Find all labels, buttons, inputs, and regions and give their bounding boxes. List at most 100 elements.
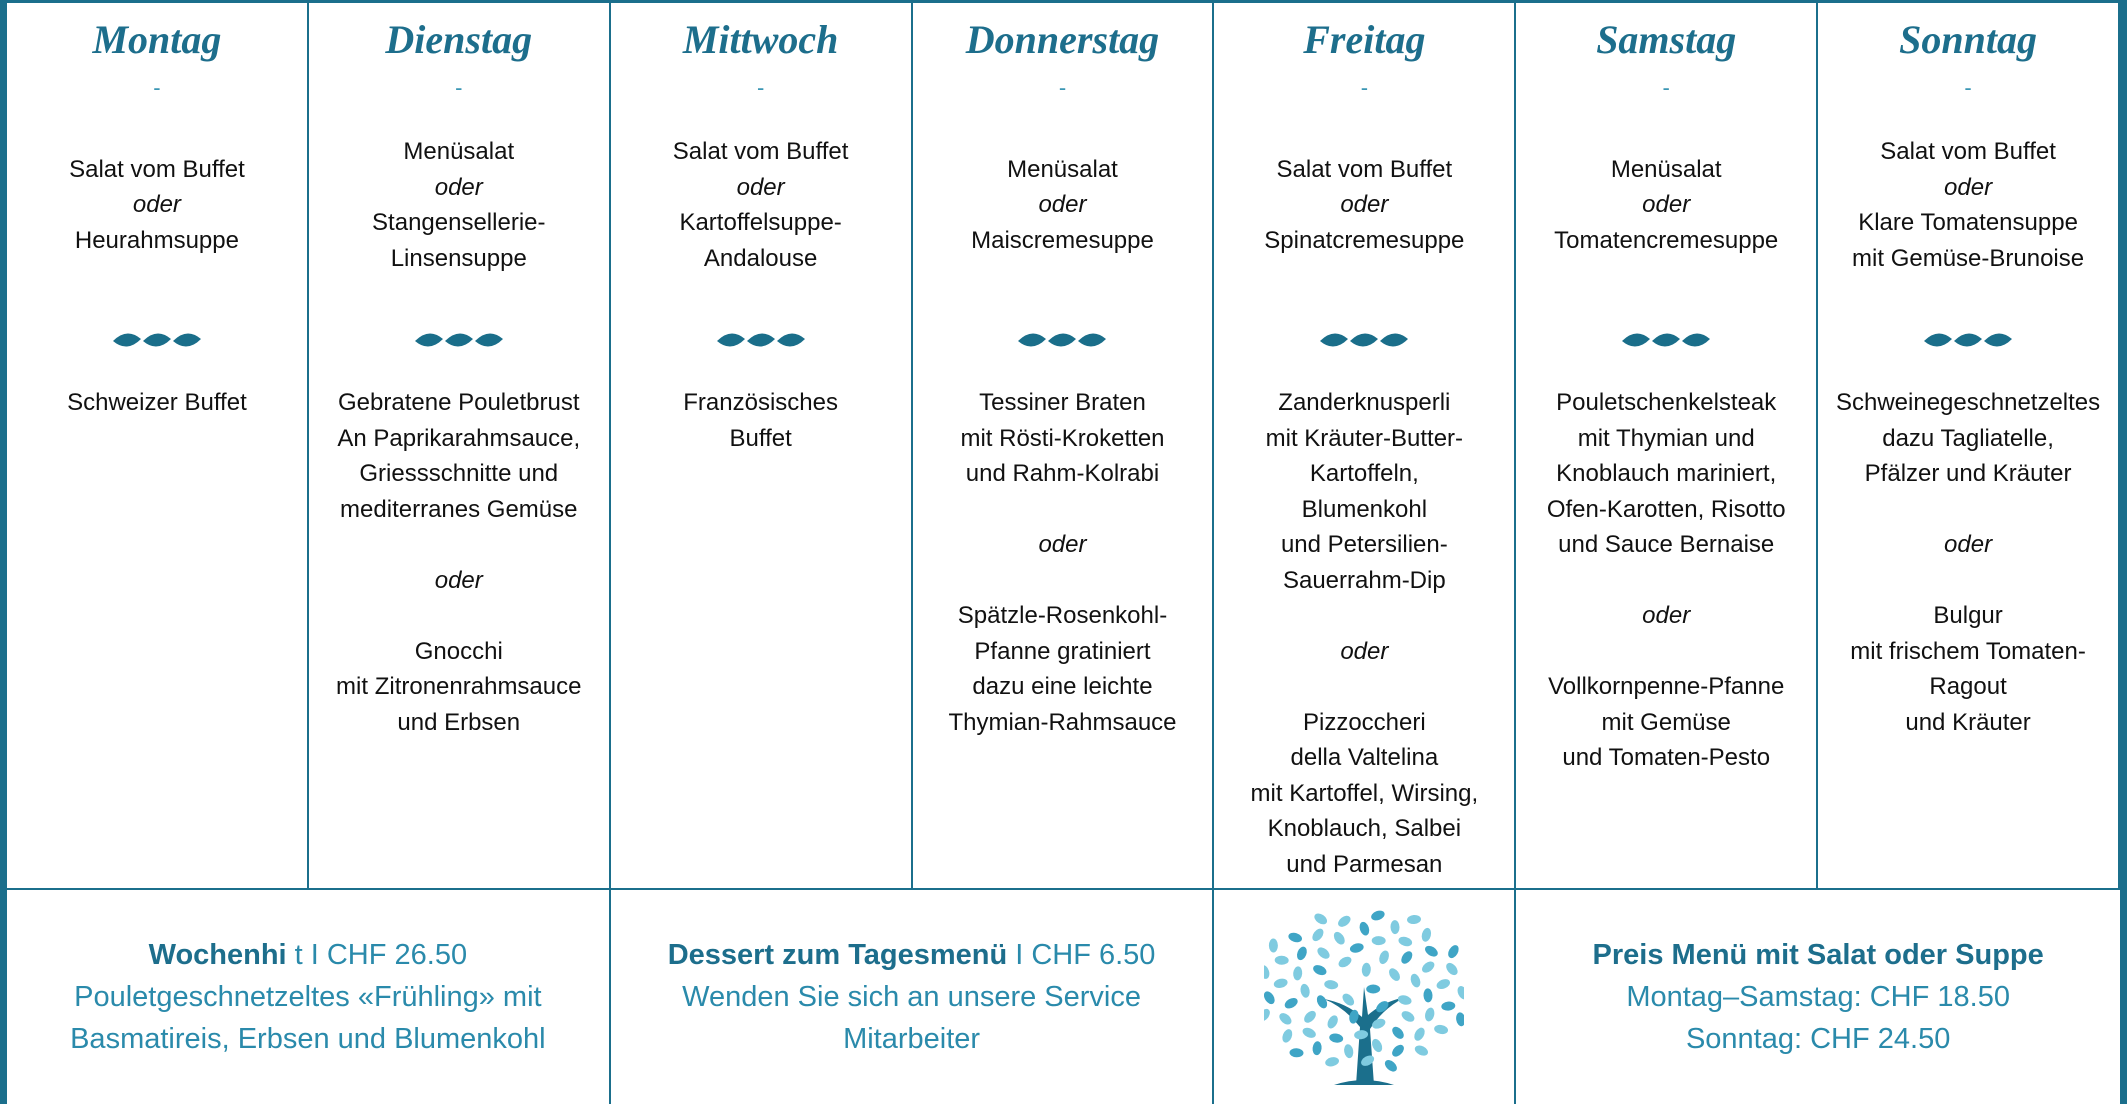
connector: oder (132, 191, 181, 219)
connector: oder (1038, 531, 1087, 558)
menu-line: Andalouse (703, 244, 818, 272)
menu-sheet: Montag - Salat vom Buffet oder Heurahmsuppe S… (7, 3, 2120, 1104)
footer-title: Preis Menü mit Salat oder Suppe (1593, 934, 2044, 976)
day-name: Montag (92, 17, 222, 62)
menu-line: mit Rösti-Kroketten (960, 424, 1165, 452)
day-column: Freitag - Salat vom Buffet oder Spinatcremes… (1214, 3, 1517, 888)
footer-line: Pouletgeschnetzeltes «Frühling» mit (74, 981, 542, 1013)
soup-block: Salat vom Buffet oder Klare Tomatensuppe mi… (1852, 115, 2084, 295)
footer-cell: Preis Menü mit Salat oder Suppe Montag–Sa… (1516, 888, 2120, 1104)
main-block: Schweinegeschnetzeltes dazu Tagliatelle, P… (1836, 385, 2100, 740)
connector: oder (1944, 173, 1993, 201)
soup-block: Menüsalat oder Stangensellerie- Linsensuppe (372, 115, 545, 295)
connector: oder (434, 173, 483, 201)
separator (1618, 295, 1714, 385)
separator (411, 295, 507, 385)
menu-line: Salat vom Buffet (1880, 138, 2056, 165)
menu-line: Tessiner Braten (979, 389, 1146, 416)
menu-line: Menüsalat (403, 138, 515, 165)
menu-line: Linsensuppe (390, 244, 527, 272)
menu-line: Schweinegeschnetzeltes (1835, 389, 2101, 416)
day-column: Montag - Salat vom Buffet oder Heurahmsuppe S… (7, 3, 309, 888)
day-column: Donnerstag - Menüsalat oder Maiscremesuppe Te… (913, 3, 1215, 888)
menu-line: Klare Tomatensuppe (1858, 209, 2078, 236)
menu-line: Knoblauch mariniert, (1556, 460, 1777, 487)
day-name: Mittwoch (682, 17, 839, 62)
footer-cell: Dessert zum Tagesmenü I CHF 6.50 Wenden Si… (610, 888, 1215, 1104)
menu-line: Sauerrahm-Dip (1282, 566, 1446, 594)
day-column: Samstag - Menüsalat oder Tomatencremesuppe Po… (1516, 3, 1819, 888)
separator (1014, 295, 1110, 385)
day-column: Sonntag - Salat vom Buffet oder Klare Tomate… (1818, 3, 2120, 888)
main-block: Pouletschenkelsteak mit Thymian und Knobla… (1547, 385, 1786, 776)
footer-line: Mitarbeiter (843, 1023, 981, 1055)
day-separator: - (153, 75, 161, 100)
day-separator: - (1964, 75, 1972, 100)
connector: oder (1340, 637, 1389, 665)
day-separator: - (756, 75, 765, 100)
menu-line: mit Kartoffel, Wirsing, (1250, 779, 1479, 807)
menu-line: Ragout (1929, 673, 2007, 700)
menu-line: Kartoffelsuppe- (679, 209, 842, 236)
menu-line: mit Zitronenrahmsauce (336, 673, 582, 700)
menu-line: und Sauce Bernaise (1558, 531, 1775, 558)
menu-line: Vollkornpenne-Pfanne (1548, 673, 1785, 700)
menu-line: und Rahm-Kolrabi (965, 460, 1160, 487)
menu-line: Blumenkohl (1301, 495, 1428, 523)
menu-line: Salat vom Buffet (69, 155, 245, 183)
soup-block: Menüsalat oder Tomatencremesuppe (1554, 115, 1778, 295)
menu-line: Pfanne gratiniert (974, 637, 1151, 665)
main-block: Französisches Buffet (683, 385, 838, 456)
menu-line: dazu eine leichte (972, 673, 1153, 700)
connector: oder (1642, 191, 1691, 219)
menu-line: Heurahmsuppe (74, 226, 239, 254)
day-separator: - (455, 75, 463, 100)
main-block: Tessiner Braten mit Rösti-Kroketten und Ra… (948, 385, 1176, 740)
separator-icon (1018, 333, 1107, 347)
menu-line: mit frischem Tomaten- (1850, 637, 2086, 665)
menu-line: und Tomaten-Pesto (1562, 744, 1771, 771)
footer-line: Wenden Sie sich an unsere Service (682, 981, 1141, 1013)
connector: oder (1340, 191, 1389, 219)
menu-line: Thymian-Rahmsauce (948, 708, 1177, 736)
menu-line: Gebratene Pouletbrust (338, 389, 580, 416)
menu-line: mit Gemüse (1601, 708, 1731, 736)
connector: oder (1642, 602, 1691, 629)
footer-cell: Wochenhi t I CHF 26.50 Pouletgeschnetzelte… (7, 888, 611, 1104)
footer-title: Dessert zum Tagesmenü I CHF 6.50 (668, 934, 1156, 976)
menu-line: Zanderknusperli (1278, 389, 1451, 416)
footer-title-bold: Preis Menü mit Salat oder Suppe (1592, 939, 2044, 971)
menu-line: mit Thymian und (1577, 424, 1755, 452)
separator-icon (1622, 333, 1711, 347)
separator (1316, 295, 1412, 385)
day-name: Dienstag (385, 17, 533, 62)
menu-line: Salat vom Buffet (1276, 155, 1453, 183)
connector: oder (434, 566, 483, 594)
menu-line: dazu Tagliatelle, (1882, 424, 2054, 452)
menu-line: mediterranes Gemüse (340, 495, 578, 523)
main-block: Zanderknusperli mit Kräuter-Butter- Kartof… (1251, 385, 1479, 882)
menu-line: Spinatcremesuppe (1264, 226, 1465, 254)
menu-line: Stangensellerie- (372, 209, 546, 236)
day-name: Donnerstag (965, 17, 1160, 62)
separator-icon (414, 333, 503, 347)
separator-icon (1320, 333, 1409, 347)
menu-line: und Kräuter (1905, 708, 2031, 736)
day-name: Sonntag (1899, 17, 2037, 62)
day-separator: - (1662, 75, 1670, 100)
menu-line: Maiscremesuppe (971, 226, 1154, 254)
menu-line: Salat vom Buffet (672, 138, 849, 165)
day-separator: - (1058, 75, 1067, 100)
soup-block: Menüsalat oder Maiscremesuppe (971, 115, 1154, 295)
menu-line: Ofen-Karotten, Risotto (1546, 495, 1786, 523)
tree-logo (1264, 910, 1465, 1085)
menu-line: Spätzle-Rosenkohl- (957, 602, 1168, 629)
separator-icon (1924, 333, 2013, 347)
footer-line: Montag–Samstag: CHF 18.50 (1626, 981, 2010, 1013)
day-name: Freitag (1303, 17, 1426, 62)
menu-line: Griessschnitte und (359, 460, 559, 487)
soup-block: Salat vom Buffet oder Heurahmsuppe (69, 115, 245, 295)
connector: oder (736, 173, 785, 201)
footer-title-bold: Wochenhi (148, 939, 287, 971)
